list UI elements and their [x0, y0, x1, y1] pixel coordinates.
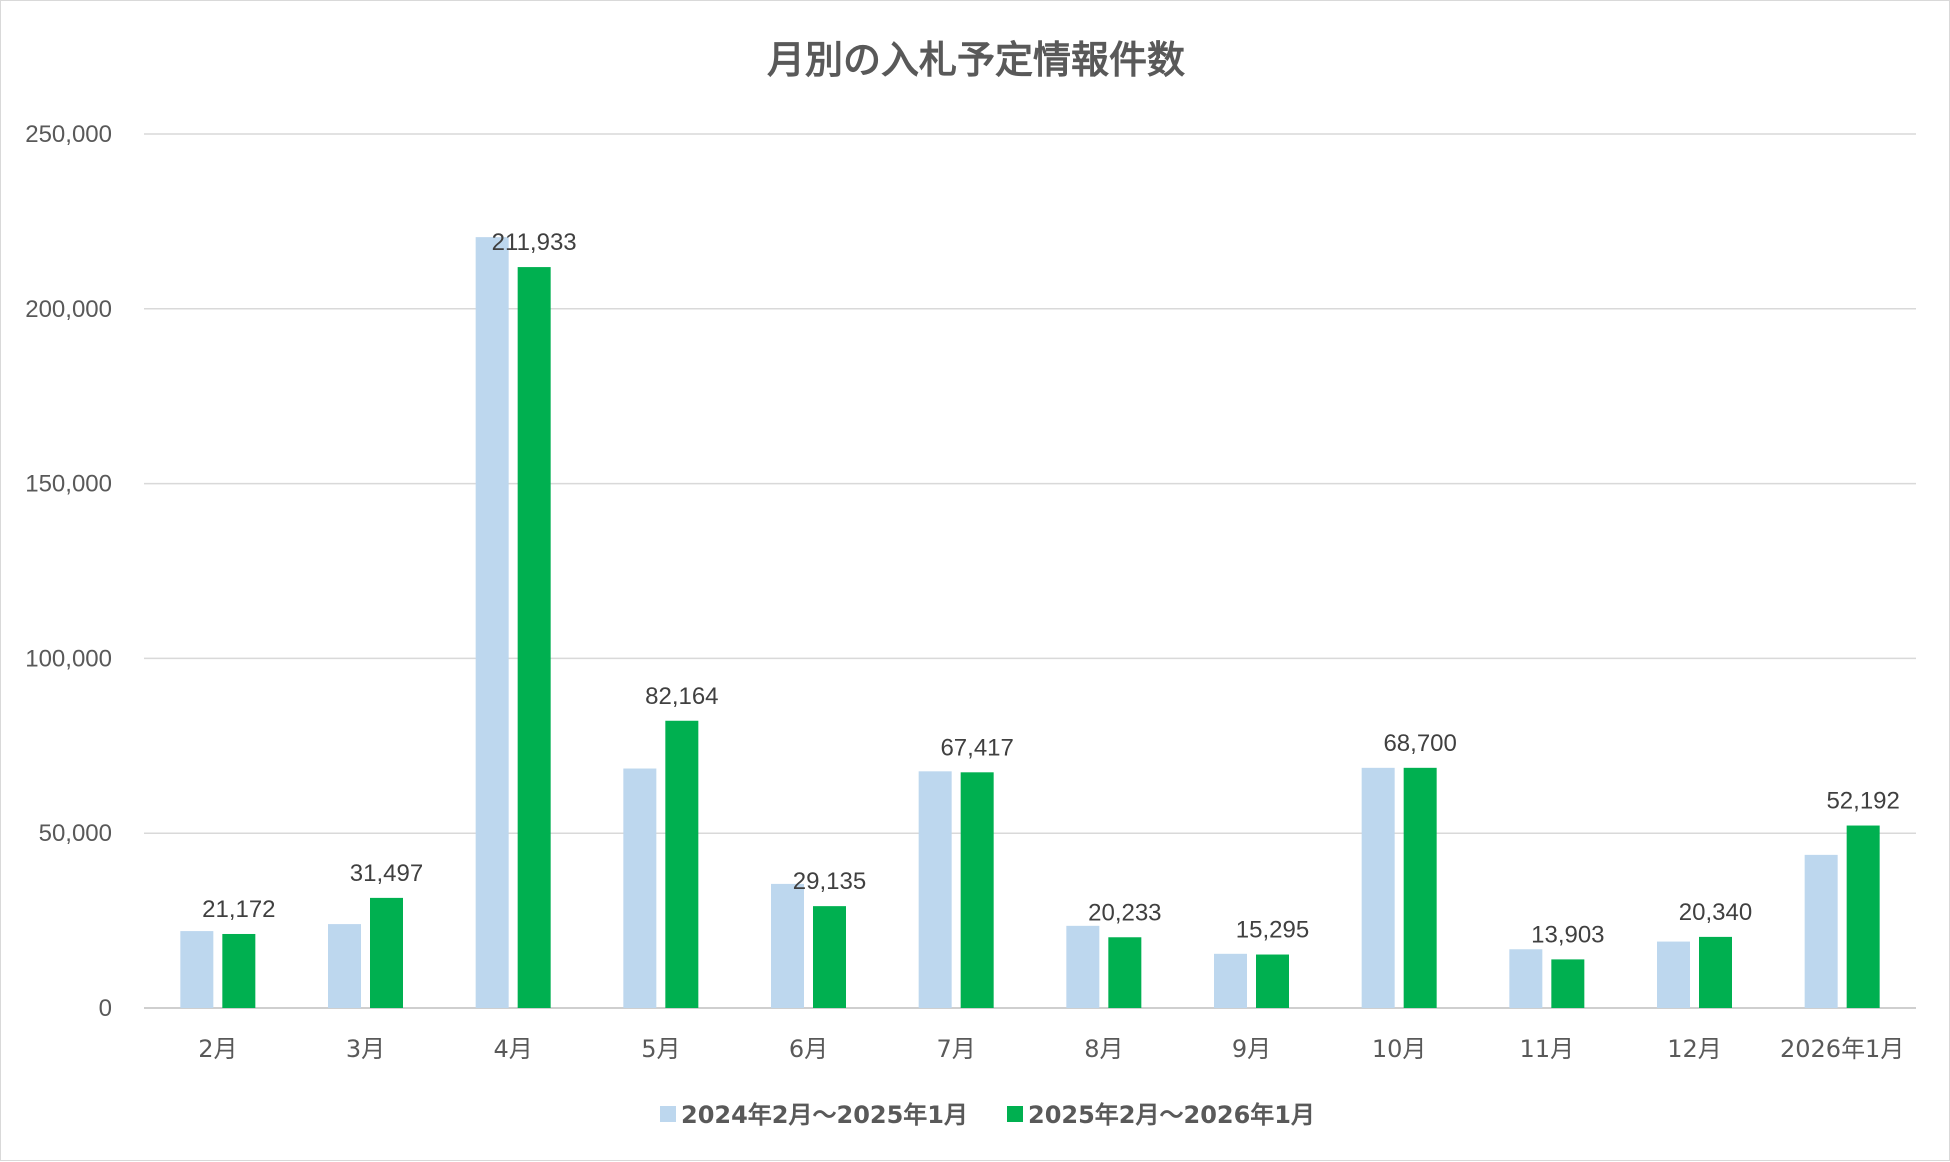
x-category-label: 4月 — [494, 1035, 533, 1063]
x-category-label: 12月 — [1667, 1035, 1722, 1063]
legend: 2024年2月～2025年1月 2025年2月～2026年1月 — [660, 1101, 1315, 1129]
legend-swatch-1 — [660, 1106, 676, 1122]
legend-label-1: 2024年2月～2025年1月 — [681, 1101, 968, 1129]
bar-series-1-6 — [918, 771, 952, 1008]
data-label: 15,295 — [1236, 917, 1309, 944]
y-tick-label: 0 — [99, 995, 112, 1022]
data-label: 29,135 — [793, 868, 866, 895]
data-label: 211,933 — [492, 229, 577, 256]
bar-series-2-12 — [1846, 825, 1880, 1008]
y-axis-ticks: 0 50,000 100,000 150,000 200,000 250,000 — [25, 121, 112, 1022]
y-tick-label: 250,000 — [25, 121, 112, 148]
bar-series-2-11 — [1699, 936, 1732, 1008]
bar-series-2-7 — [1108, 937, 1142, 1008]
bar-series-1-9 — [1361, 767, 1395, 1008]
bar-series-1-3 — [475, 237, 509, 1008]
legend-swatch-2 — [1007, 1106, 1023, 1122]
data-labels: 21,172 31,497 211,933 82,164 29,135 67,417 20,… — [202, 229, 1900, 948]
data-label: 21,172 — [202, 896, 275, 923]
bars — [180, 237, 1880, 1008]
bar-series-2-5 — [813, 906, 846, 1008]
bar-series-1-7 — [1066, 925, 1100, 1008]
x-category-label: 11月 — [1520, 1035, 1575, 1063]
gridlines — [144, 133, 1916, 1009]
bar-series-2-8 — [1256, 954, 1289, 1008]
data-label: 13,903 — [1531, 921, 1604, 948]
bar-series-1-2 — [328, 924, 361, 1008]
bar-series-1-10 — [1509, 949, 1543, 1008]
data-label: 20,340 — [1679, 899, 1752, 926]
x-category-label: 2月 — [198, 1035, 237, 1063]
data-label: 82,164 — [645, 683, 718, 710]
bar-series-2-10 — [1551, 959, 1585, 1008]
x-category-label: 8月 — [1084, 1035, 1123, 1063]
bar-series-2-1 — [222, 933, 256, 1008]
x-category-label: 5月 — [641, 1035, 680, 1063]
y-tick-label: 100,000 — [25, 645, 112, 672]
chart-title: 月別の入札予定情報件数 — [767, 38, 1185, 82]
x-category-label: 10月 — [1372, 1035, 1427, 1063]
x-category-label: 3月 — [346, 1035, 385, 1063]
y-tick-label: 50,000 — [39, 820, 112, 847]
data-label: 68,700 — [1383, 730, 1456, 757]
bar-series-1-5 — [771, 883, 804, 1008]
data-label: 31,497 — [350, 860, 423, 887]
bar-series-2-4 — [665, 720, 699, 1008]
bar-series-2-6 — [960, 772, 994, 1008]
data-label: 67,417 — [940, 734, 1013, 761]
bar-series-1-8 — [1214, 953, 1247, 1008]
legend-label-2: 2025年2月～2026年1月 — [1028, 1101, 1315, 1129]
bar-series-1-1 — [180, 931, 214, 1008]
y-tick-label: 200,000 — [25, 296, 112, 323]
x-axis-categories: 2月 3月 4月 5月 6月 7月 8月 9月 10月 11月 12月 2026年1月 — [198, 1035, 1904, 1063]
y-tick-label: 150,000 — [25, 471, 112, 498]
data-label: 52,192 — [1826, 788, 1899, 815]
bar-series-1-4 — [623, 768, 657, 1008]
x-category-label: 2026年1月 — [1780, 1035, 1904, 1063]
bar-series-1-11 — [1657, 941, 1690, 1008]
x-category-label: 7月 — [937, 1035, 976, 1063]
x-category-label: 9月 — [1232, 1035, 1271, 1063]
data-label: 20,233 — [1088, 899, 1161, 926]
bar-series-2-2 — [370, 897, 403, 1008]
bar-series-2-9 — [1403, 767, 1437, 1008]
bar-series-2-3 — [517, 267, 551, 1008]
bar-series-1-12 — [1804, 854, 1838, 1008]
x-category-label: 6月 — [789, 1035, 828, 1063]
